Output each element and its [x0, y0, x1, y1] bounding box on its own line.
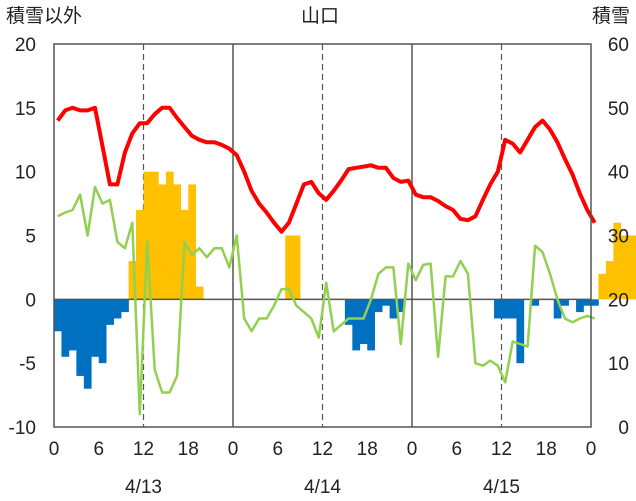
bar — [150, 171, 159, 300]
bars — [54, 171, 636, 389]
bar — [113, 299, 122, 319]
bar — [583, 299, 592, 306]
bar — [367, 299, 376, 351]
plot-frame — [53, 43, 592, 428]
bar — [61, 299, 70, 357]
bar — [106, 299, 114, 325]
left-tick-label: 5 — [25, 227, 36, 248]
left-tick-label: 20 — [15, 35, 36, 56]
bar — [628, 235, 636, 300]
right-tick-label: 30 — [608, 227, 629, 248]
x-tick-label: 0 — [49, 439, 60, 460]
x-tick-label: 6 — [272, 439, 283, 460]
bar — [389, 299, 398, 319]
left-tick-label: -5 — [19, 354, 36, 375]
x-tick-label: 0 — [586, 439, 597, 460]
bar — [195, 286, 204, 300]
right-tick-label: 60 — [608, 35, 629, 56]
left-tick-label: 0 — [25, 290, 36, 311]
bar — [98, 299, 107, 364]
bar — [598, 273, 607, 300]
left-axis-title: 積雪以外 — [6, 5, 82, 27]
bar — [121, 299, 129, 313]
date-label: 4/15 — [483, 477, 520, 498]
bar — [173, 184, 182, 300]
right-axis-title: 積雪 — [592, 5, 630, 27]
x-tick-label: 6 — [451, 439, 462, 460]
bar — [516, 299, 525, 364]
bar — [397, 299, 405, 313]
bar — [68, 299, 77, 351]
bar — [136, 209, 144, 300]
x-tick-label: 12 — [491, 439, 512, 460]
bar — [382, 299, 390, 306]
bar — [76, 299, 85, 376]
bar — [344, 299, 353, 325]
bar — [188, 184, 197, 300]
date-label: 4/13 — [125, 477, 162, 498]
right-tick-label: 20 — [608, 290, 629, 311]
red-line-series — [56, 105, 597, 234]
x-tick-label: 12 — [133, 439, 154, 460]
bar — [292, 235, 301, 300]
x-tick-label: 18 — [178, 439, 199, 460]
bar — [620, 235, 629, 300]
bar — [374, 299, 383, 313]
bar — [561, 299, 569, 306]
date-label: 4/14 — [304, 477, 341, 498]
left-tick-label: -10 — [9, 418, 36, 439]
bar — [285, 235, 293, 300]
x-tick-label: 0 — [407, 439, 418, 460]
bar — [143, 171, 152, 300]
bar — [352, 299, 361, 351]
right-tick-label: 10 — [608, 354, 629, 375]
bar — [165, 171, 174, 300]
bar — [83, 299, 92, 389]
x-tick-label: 0 — [228, 439, 239, 460]
bar — [501, 299, 510, 319]
bar — [494, 299, 502, 319]
chart-title: 山口 — [301, 5, 339, 27]
x-tick-label: 18 — [536, 439, 557, 460]
bar — [605, 261, 614, 300]
x-tick-label: 12 — [312, 439, 333, 460]
left-tick-label: 10 — [15, 163, 36, 184]
right-tick-label: 0 — [618, 418, 629, 439]
bar — [91, 299, 100, 357]
left-tick-label: 15 — [15, 99, 36, 120]
bar — [54, 299, 62, 332]
green-line-series — [57, 185, 596, 416]
bar — [591, 299, 599, 306]
right-tick-label: 50 — [608, 99, 629, 120]
bar — [553, 299, 562, 319]
bar — [576, 299, 584, 313]
right-tick-label: 40 — [608, 163, 629, 184]
bar — [158, 184, 167, 300]
bar — [531, 299, 540, 306]
bar — [508, 299, 517, 319]
bar — [359, 299, 368, 345]
bar — [613, 222, 622, 300]
x-tick-label: 6 — [93, 439, 104, 460]
bar — [128, 261, 137, 300]
grid — [142, 44, 503, 427]
x-tick-label: 18 — [357, 439, 378, 460]
